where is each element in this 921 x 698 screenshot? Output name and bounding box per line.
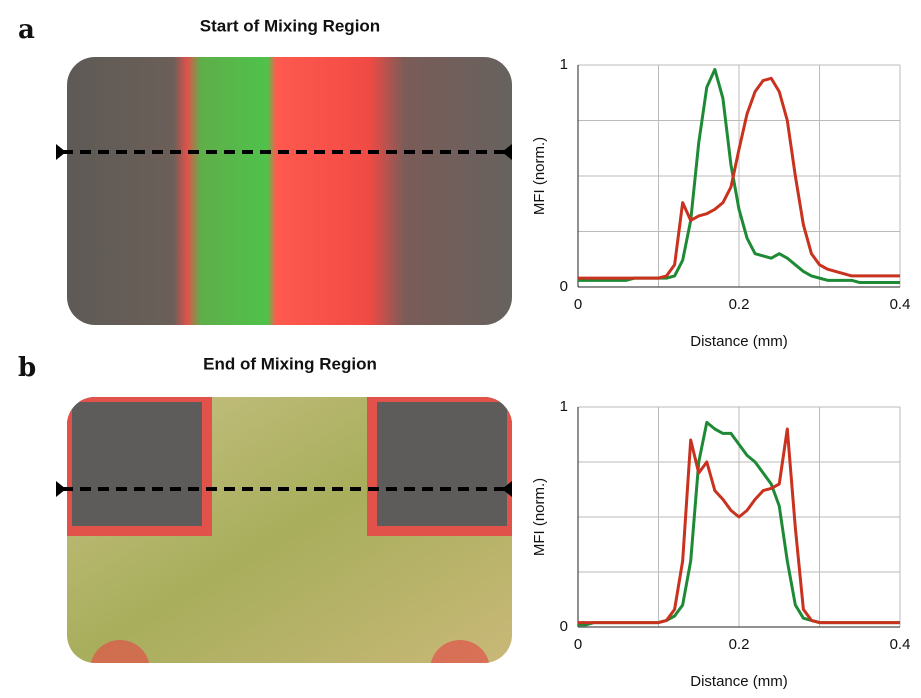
y-tick-label: 1 <box>560 398 568 415</box>
x-tick-label: 0 <box>574 636 582 653</box>
image-title: Start of Mixing Region <box>200 16 380 35</box>
y-tick-label: 0 <box>560 618 568 635</box>
y-axis-label: MFI (norm.) <box>531 137 548 215</box>
x-tick-label: 0.2 <box>729 296 750 313</box>
y-axis-label: MFI (norm.) <box>531 478 548 556</box>
x-tick-label: 0.2 <box>729 636 750 653</box>
x-axis-label: Distance (mm) <box>690 333 788 350</box>
x-tick-label: 0.4 <box>890 636 911 653</box>
data-line <box>578 76 900 280</box>
panel-label: a <box>18 15 35 45</box>
x-tick-label: 0 <box>574 296 582 313</box>
scan-line-b <box>56 481 512 497</box>
x-axis-label: Distance (mm) <box>690 673 788 690</box>
x-tick-label: 0.4 <box>890 296 911 313</box>
image-title: End of Mixing Region <box>203 354 377 373</box>
y-tick-label: 1 <box>560 56 568 73</box>
image-a <box>67 57 512 325</box>
image-b <box>67 397 512 663</box>
panel-label: b <box>18 353 36 383</box>
data-line <box>578 427 900 625</box>
y-tick-label: 0 <box>560 278 568 295</box>
scan-line-a <box>56 144 512 160</box>
